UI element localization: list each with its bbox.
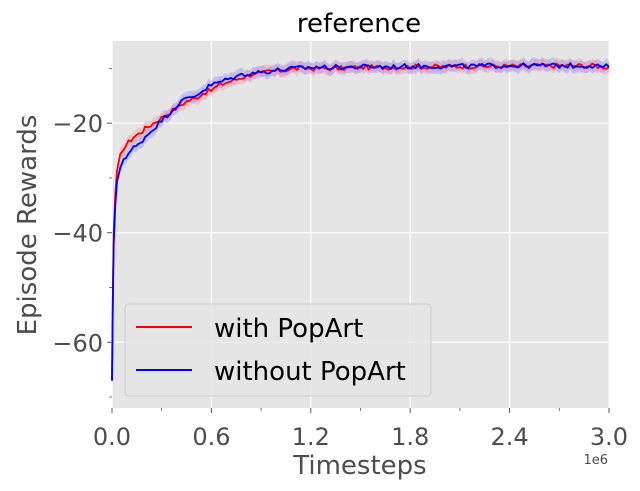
y-axis-ticks: −60 −40 −20 <box>52 67 112 398</box>
x-tick-label-2: 1.2 <box>292 423 330 451</box>
y-tick-label-2: −20 <box>52 110 103 138</box>
x-tick-label-1: 0.6 <box>192 423 230 451</box>
legend: with PopArt without PopArt <box>124 303 432 397</box>
x-tick-label-3: 1.8 <box>391 423 429 451</box>
chart-title: reference <box>297 9 421 39</box>
x-axis-ticks: 0.0 0.6 1.2 1.8 2.4 3.0 <box>93 408 628 451</box>
x-tick-label-5: 3.0 <box>590 423 628 451</box>
y-tick-label-1: −40 <box>52 220 103 248</box>
grid-lines <box>111 41 610 408</box>
y-tick-label-0: −60 <box>52 329 103 357</box>
x-axis-offset-label: 1e6 <box>583 453 608 468</box>
x-tick-label-4: 2.4 <box>491 423 529 451</box>
y-axis-title: Episode Rewards <box>13 115 43 336</box>
x-axis-title: Timesteps <box>292 451 426 481</box>
legend-box <box>124 303 432 397</box>
legend-label-with-popart: with PopArt <box>214 314 363 344</box>
legend-label-without-popart: without PopArt <box>214 357 406 387</box>
series-lines <box>111 62 610 381</box>
x-tick-label-0: 0.0 <box>93 423 131 451</box>
series-line-1 <box>111 62 610 381</box>
